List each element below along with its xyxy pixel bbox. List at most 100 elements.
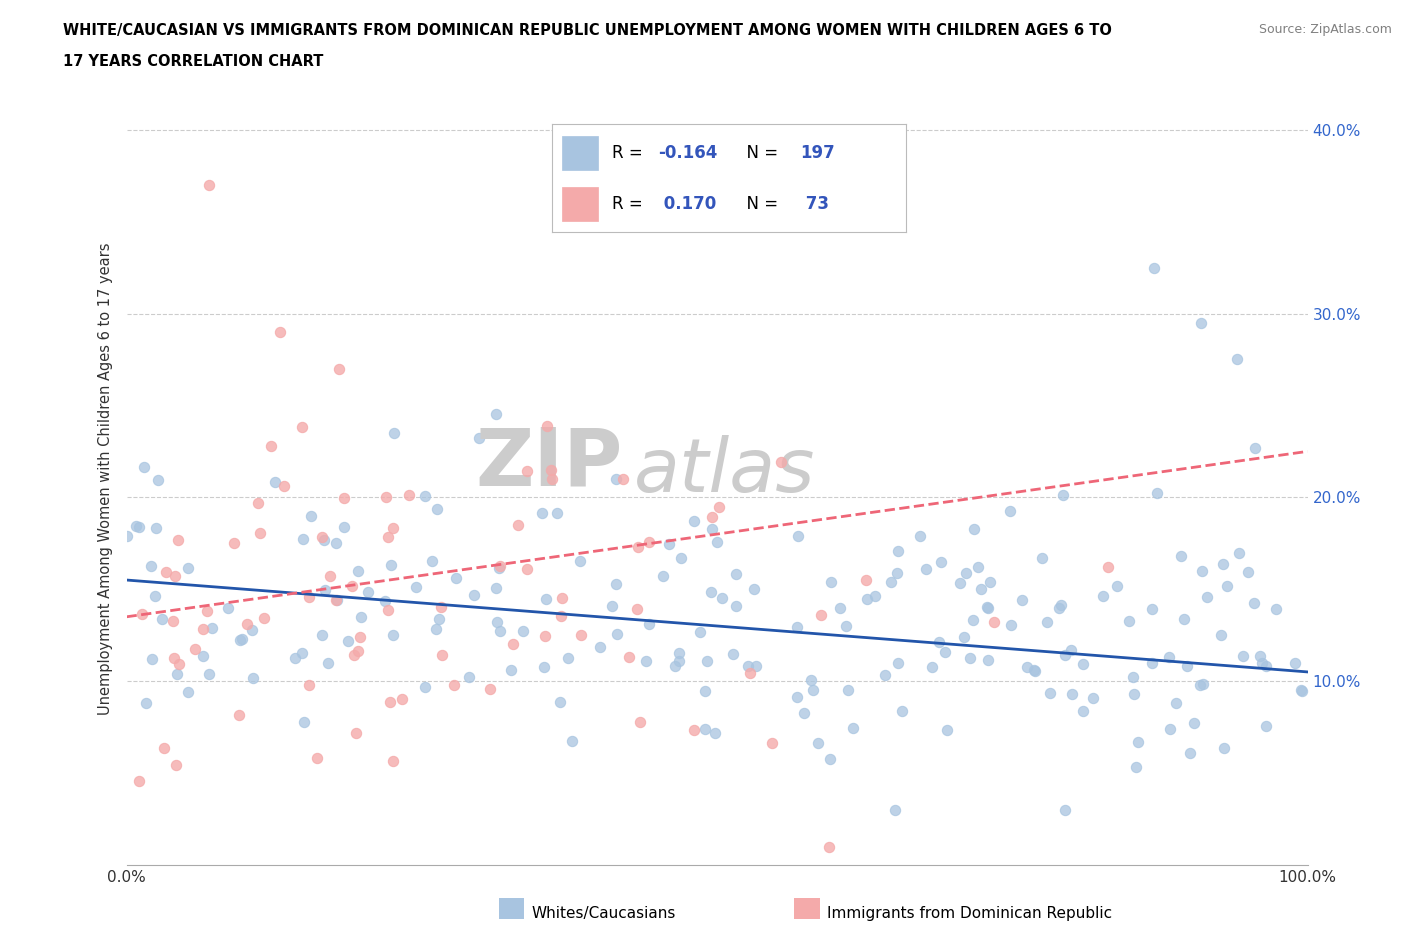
Point xyxy=(1237,565,1260,580)
Point xyxy=(198,178,221,193)
Point xyxy=(803,683,825,698)
Point xyxy=(807,736,830,751)
Point xyxy=(326,592,349,607)
Point xyxy=(325,593,347,608)
Point xyxy=(1140,602,1163,617)
Point xyxy=(707,499,730,514)
Point xyxy=(1060,643,1083,658)
Point xyxy=(430,599,453,614)
Point xyxy=(536,591,558,606)
Point xyxy=(533,659,555,674)
Point xyxy=(1146,485,1168,500)
Point xyxy=(740,666,762,681)
Point xyxy=(724,599,747,614)
Point xyxy=(617,650,640,665)
Point xyxy=(177,560,200,575)
Point xyxy=(150,611,173,626)
Point xyxy=(1182,716,1205,731)
Point xyxy=(561,734,583,749)
Point xyxy=(886,566,908,581)
Point xyxy=(600,598,623,613)
Point xyxy=(700,521,723,536)
Point xyxy=(1191,564,1213,578)
Y-axis label: Unemployment Among Women with Children Ages 6 to 17 years: Unemployment Among Women with Children A… xyxy=(98,243,114,715)
Point xyxy=(1254,719,1277,734)
Point xyxy=(128,773,150,788)
Point xyxy=(638,617,661,631)
Point xyxy=(761,736,783,751)
Point xyxy=(612,472,634,486)
Point xyxy=(704,725,727,740)
Point xyxy=(143,589,166,604)
Point xyxy=(486,614,509,629)
Point xyxy=(165,758,187,773)
Point xyxy=(976,599,998,614)
Point xyxy=(378,695,401,710)
Point xyxy=(290,419,312,434)
Point xyxy=(769,455,792,470)
Point xyxy=(1197,590,1219,604)
Point xyxy=(253,611,276,626)
Point xyxy=(1122,670,1144,684)
Point xyxy=(934,644,956,659)
Point xyxy=(166,532,188,547)
Point xyxy=(949,576,972,591)
Point xyxy=(131,607,153,622)
Point xyxy=(970,581,993,596)
Point xyxy=(1191,677,1213,692)
Point xyxy=(231,631,253,646)
Point xyxy=(191,622,214,637)
Point xyxy=(420,553,443,568)
Point xyxy=(260,439,283,454)
Point xyxy=(458,670,481,684)
Point xyxy=(837,683,859,698)
Point xyxy=(721,646,744,661)
Point xyxy=(1249,648,1271,663)
Point xyxy=(908,528,931,543)
Point xyxy=(557,650,579,665)
Point xyxy=(1024,663,1046,678)
Point xyxy=(689,625,711,640)
Point xyxy=(298,678,321,693)
Point xyxy=(344,725,367,740)
Point xyxy=(880,574,903,589)
Point xyxy=(1189,315,1212,330)
Point xyxy=(240,623,263,638)
Point xyxy=(568,553,591,568)
Point xyxy=(835,618,858,633)
Point xyxy=(1178,746,1201,761)
Point xyxy=(488,559,510,574)
Point xyxy=(855,573,877,588)
Point xyxy=(606,626,628,641)
Point xyxy=(177,684,200,699)
Point xyxy=(1232,648,1254,663)
Point xyxy=(1031,551,1053,565)
Point xyxy=(551,591,574,605)
Point xyxy=(977,601,1000,616)
Point xyxy=(1118,614,1140,629)
Text: WHITE/CAUCASIAN VS IMMIGRANTS FROM DOMINICAN REPUBLIC UNEMPLOYMENT AMONG WOMEN W: WHITE/CAUCASIAN VS IMMIGRANTS FROM DOMIN… xyxy=(63,23,1112,38)
Point xyxy=(1073,704,1095,719)
Point xyxy=(1091,589,1114,604)
Point xyxy=(273,478,295,493)
Point xyxy=(1216,578,1239,593)
Point xyxy=(627,539,650,554)
Point xyxy=(626,602,648,617)
Point xyxy=(1140,655,1163,670)
Point xyxy=(246,496,269,511)
Point xyxy=(229,632,252,647)
Point xyxy=(955,565,977,580)
Point xyxy=(1291,684,1313,698)
Text: Source: ZipAtlas.com: Source: ZipAtlas.com xyxy=(1258,23,1392,36)
Point xyxy=(1289,683,1312,698)
Point xyxy=(502,636,524,651)
Point xyxy=(786,690,808,705)
Point xyxy=(398,488,420,503)
Point xyxy=(1081,690,1104,705)
Point xyxy=(139,558,162,573)
Point xyxy=(343,647,366,662)
Point xyxy=(485,580,508,595)
Point xyxy=(1097,560,1119,575)
Point xyxy=(668,645,690,660)
Point xyxy=(1244,441,1267,456)
